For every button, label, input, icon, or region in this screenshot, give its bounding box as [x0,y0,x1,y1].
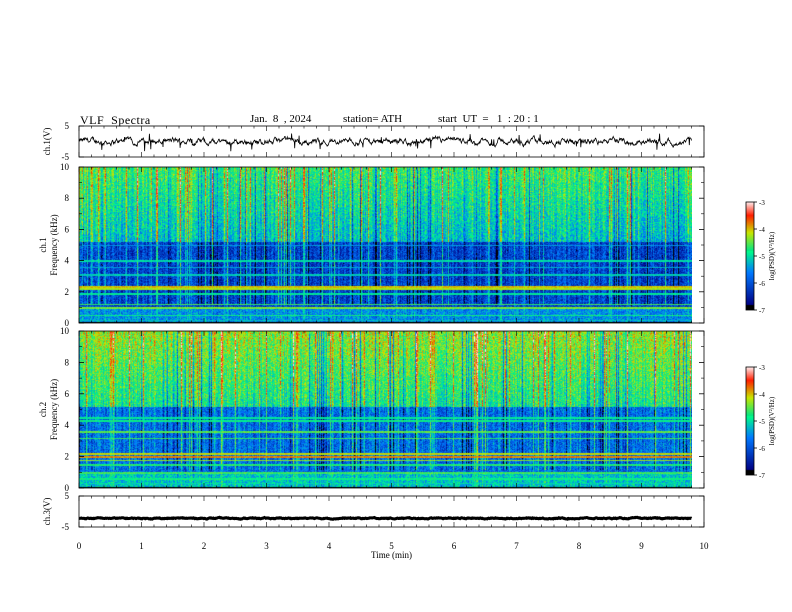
spectrogram-ch1-frame [78,166,705,324]
y-tick-label: 6 [65,224,70,234]
colorbar-ch2 [746,367,754,475]
x-tick-label: 3 [264,541,269,551]
y-tick-label: 10 [60,162,70,172]
y-tick-label: 4 [65,420,70,430]
colorbar-tick-label: -3 [759,199,765,207]
y-tick-label: 0 [65,483,70,493]
spectrogram-ch2-ylabel: ch.2 [38,402,48,417]
start-time-label: start UT = 1 : 20 : 1 [438,113,539,125]
waveform-ch1-ylabel: ch.1(V) [42,128,52,156]
y-tick-label: 0 [65,318,70,328]
spectrogram-ch1-image [79,167,692,323]
y-tick-label: 5 [65,491,70,501]
colorbar-label: log(PSD)(V²/Hz) [768,231,776,280]
colorbar-tick-label: -7 [759,472,765,480]
spectrogram-ch2-frame [78,330,705,489]
waveform-ch3-ylabel: ch.3(V) [42,498,52,526]
colorbar-frame-ch1 [745,201,755,311]
colorbar-tick-label: -3 [759,364,765,372]
spectrogram-ch1-ylabel: ch.1 [38,237,48,252]
y-tick-label: 2 [65,287,70,297]
date-label: Jan. 8 , 2024 [250,113,312,125]
y-tick-label: 8 [65,357,70,367]
waveform-ch3-trace [78,515,693,521]
x-tick-label: 9 [639,541,644,551]
colorbar-tick-label: -4 [759,391,765,399]
colorbar-tick-label: -7 [759,307,765,315]
y-tick-label: 10 [60,326,70,336]
y-tick-label: 2 [65,452,70,462]
x-tick-label: 8 [577,541,582,551]
colorbar-ch1 [746,202,754,310]
colorbar-tick-label: -4 [759,226,765,234]
waveform-ch1-trace [78,133,692,152]
colorbar-frame-ch2 [745,366,755,476]
colorbar-tick-label: -6 [759,280,765,288]
x-tick-label: 1 [139,541,144,551]
y-tick-label: 5 [65,121,70,131]
spectrogram-ch2-image [79,331,692,488]
colorbar-tick-label: -5 [759,418,765,426]
x-tick-label: 0 [77,541,82,551]
figure-title: VLF Spectra [80,113,151,127]
x-axis-label: Time (min) [371,550,412,560]
y-tick-label: 8 [65,193,70,203]
colorbar-label: log(PSD)(V²/Hz) [768,396,776,445]
y-tick-label: -5 [62,522,70,532]
y-tick-label: 4 [65,256,70,266]
colorbar-tick-label: -6 [759,445,765,453]
x-tick-label: 5 [389,541,394,551]
y-tick-label: 6 [65,389,70,399]
colorbar-tick-label: -5 [759,253,765,261]
x-tick-label: 10 [700,541,710,551]
station-label: station= ATH [343,113,403,125]
spectrogram-ch1-ylabel: Frequency (kHz) [49,214,59,275]
x-tick-label: 6 [452,541,457,551]
x-tick-label: 2 [202,541,207,551]
x-tick-label: 4 [327,541,332,551]
x-tick-label: 7 [514,541,519,551]
spectrogram-ch2-ylabel: Frequency (kHz) [49,379,59,440]
y-tick-label: -5 [62,152,70,162]
